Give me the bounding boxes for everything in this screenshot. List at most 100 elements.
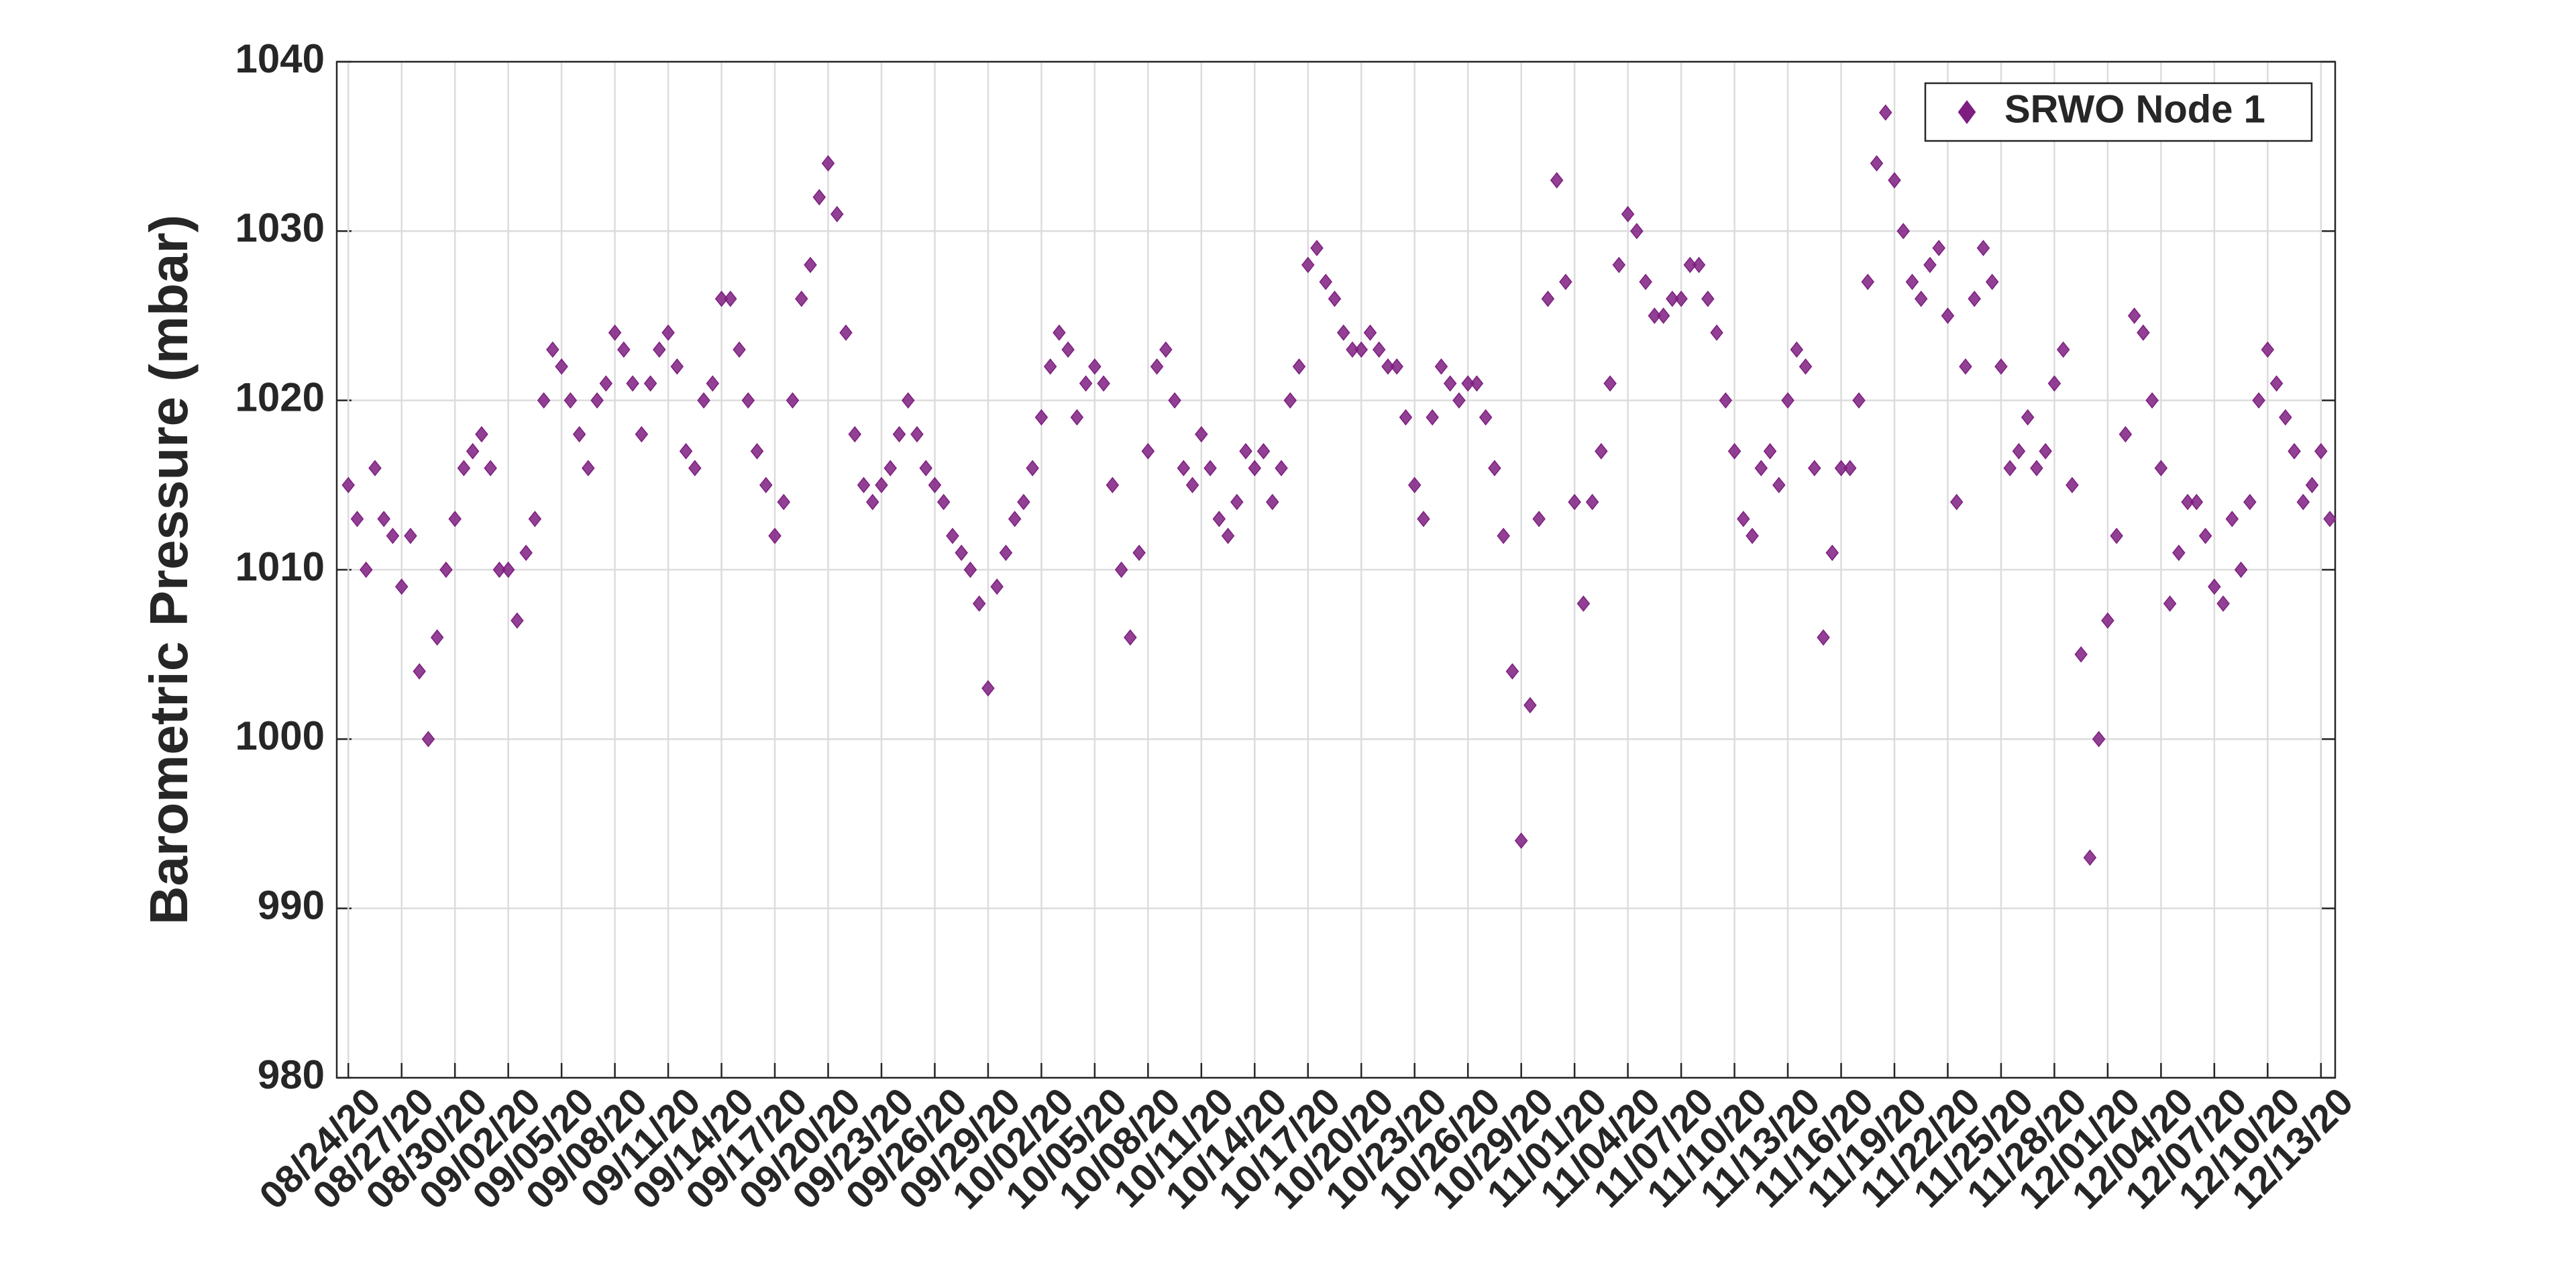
data-point [1532,511,1546,527]
data-point [582,460,595,476]
legend-label: SRWO Node 1 [2004,87,2265,131]
data-point [1026,460,1039,476]
legend-marker [1957,100,1976,124]
data-point [1994,358,2008,375]
data-point [1150,358,1164,375]
data-point [910,425,924,443]
data-point [2012,443,2026,460]
y-tick-label: 1020 [235,375,325,420]
data-point [555,358,568,375]
axes-box [335,60,2337,1079]
data-point [848,425,862,443]
data-point [2172,544,2186,561]
data-point [1941,307,1955,324]
data-point [1256,443,1271,460]
data-point [1319,273,1333,291]
data-point [1763,443,1777,460]
data-point [990,578,1004,595]
data-point [643,375,657,392]
data-point [2039,443,2052,460]
data-point [928,476,942,494]
data-point [626,375,639,392]
data-point [1088,358,1102,375]
data-point [519,544,533,561]
data-point [2296,493,2310,511]
data-point [1034,409,1049,426]
data-point [1043,358,1057,375]
data-point [1976,240,1990,256]
data-point [511,612,524,629]
data-point [1621,205,1635,223]
data-point [1914,291,1928,307]
data-point [2225,511,2239,527]
data-point [1017,493,1030,511]
data-point [1896,223,1911,240]
data-point [1381,358,1395,375]
data-point [1372,341,1386,358]
data-point [1959,358,1972,375]
data-point [750,443,764,460]
data-point [2323,511,2337,527]
data-point [2252,392,2265,409]
data-point [1656,307,1670,324]
y-tick-label: 990 [258,883,325,928]
data-point [946,527,959,544]
data-point [2261,341,2275,358]
data-point [670,358,684,375]
data-point [857,476,871,494]
data-point [2198,527,2212,544]
y-tick-label: 1040 [235,36,325,81]
data-point [1159,341,1173,358]
data-point [1888,172,1901,189]
data-point [741,392,755,409]
data-point [1248,460,1262,476]
data-point [1070,409,1084,426]
data-point [359,561,373,578]
data-point [377,511,390,527]
data-point [1666,291,1679,307]
data-point [2269,375,2284,392]
data-point [635,425,649,443]
data-point [821,155,835,172]
data-point [1354,341,1368,358]
data-point [936,493,951,511]
data-point [1825,544,1839,561]
data-point [1266,493,1279,511]
data-point [1834,460,1848,476]
data-point [1124,629,1137,646]
data-point [706,375,720,392]
data-point [1497,527,1510,544]
data-point [999,544,1013,561]
data-point [901,392,915,409]
data-point [759,476,773,494]
data-point [1550,172,1564,189]
data-point [617,341,631,358]
data-point [1443,375,1457,392]
data-point [2234,561,2248,578]
data-point [1710,324,1723,341]
data-point [2154,460,2168,476]
data-point [1239,443,1252,460]
data-point [537,392,551,409]
data-point [448,511,462,527]
y-tick-label: 1030 [235,205,325,250]
data-point [1585,493,1599,511]
data-point [1053,324,1066,341]
data-point [404,527,417,544]
data-point [1878,104,1892,121]
data-point [777,493,791,511]
data-point [1932,240,1945,256]
data-point [341,476,355,494]
data-point [1746,527,1759,544]
data-point [1061,341,1075,358]
data-point [1185,476,1199,494]
data-point [2279,409,2292,426]
data-point [972,595,986,612]
data-point [2181,493,2194,511]
data-point [1310,240,1324,256]
data-point [1737,511,1750,527]
data-point [1008,511,1022,527]
data-point [1336,324,1350,341]
data-point [1630,223,1644,240]
data-point [421,731,435,748]
